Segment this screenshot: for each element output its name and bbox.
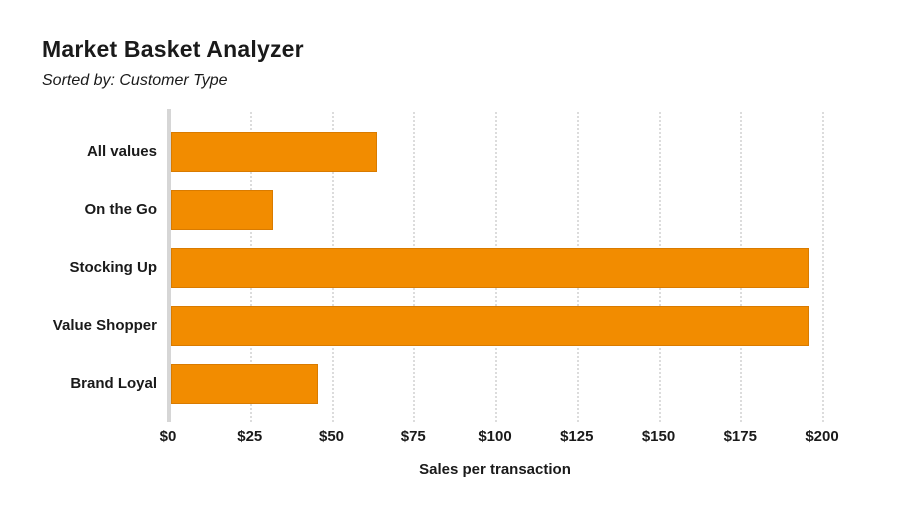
- y-axis-line: [167, 109, 171, 422]
- x-tick-label-100: $100: [478, 428, 512, 445]
- bar-stocking-up[interactable]: [171, 248, 809, 288]
- category-label-on-the-go: On the Go: [84, 201, 158, 218]
- category-label-value-shopper: Value Shopper: [52, 317, 157, 334]
- x-tick-label-0: $0: [159, 428, 177, 445]
- x-axis-title: Sales per transaction: [419, 461, 571, 478]
- x-tick-label-75: $75: [400, 428, 426, 445]
- x-tick-label-175: $175: [723, 428, 757, 445]
- category-label-stocking-up: Stocking Up: [69, 259, 157, 276]
- x-tick-label-50: $50: [318, 428, 345, 445]
- bar-on-the-go[interactable]: [171, 190, 273, 230]
- x-tick-label-125: $125: [560, 428, 594, 445]
- x-tick-label-150: $150: [641, 428, 676, 445]
- x-tick-label-200: $200: [805, 428, 839, 445]
- page-title: Market Basket Analyzer: [42, 36, 304, 62]
- bar-value-shopper[interactable]: [171, 306, 809, 346]
- bar-brand-loyal[interactable]: [171, 364, 319, 404]
- bar-all-values[interactable]: [171, 132, 378, 172]
- sort-status-text: Sorted by: Customer Type: [42, 72, 228, 89]
- category-label-brand-loyal: Brand Loyal: [70, 375, 157, 392]
- x-tick-label-25: $25: [237, 428, 263, 445]
- gridline-200: [822, 112, 824, 422]
- category-label-all-values: All values: [86, 143, 157, 160]
